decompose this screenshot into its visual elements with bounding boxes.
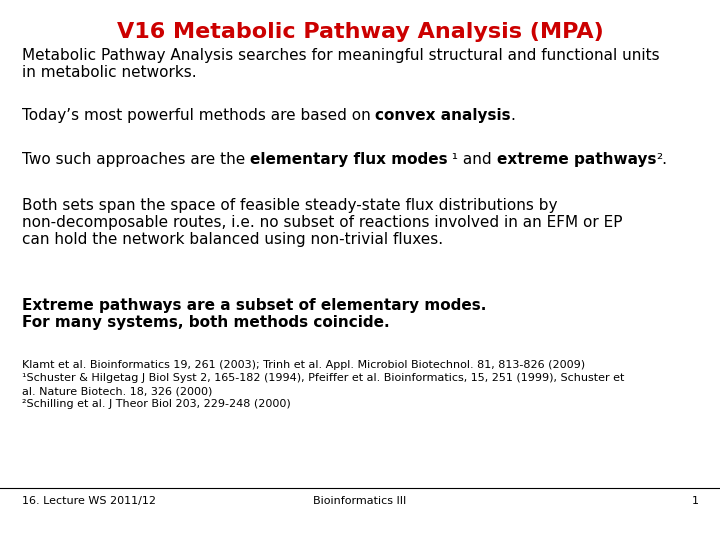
Text: non-decomposable routes, i.e. no subset of reactions involved in an EFM or EP: non-decomposable routes, i.e. no subset … bbox=[22, 215, 622, 230]
Text: Two such approaches are the: Two such approaches are the bbox=[22, 152, 250, 167]
Text: can hold the network balanced using non-trivial fluxes.: can hold the network balanced using non-… bbox=[22, 232, 443, 247]
Text: Bioinformatics III: Bioinformatics III bbox=[313, 496, 407, 506]
Text: Klamt et al. Bioinformatics 19, 261 (2003); Trinh et al. Appl. Microbiol Biotech: Klamt et al. Bioinformatics 19, 261 (200… bbox=[22, 360, 585, 370]
Text: ²Schilling et al. J Theor Biol 203, 229-248 (2000): ²Schilling et al. J Theor Biol 203, 229-… bbox=[22, 399, 290, 409]
Text: 1: 1 bbox=[691, 496, 698, 506]
Text: Extreme pathways are a subset of elementary modes.: Extreme pathways are a subset of element… bbox=[22, 298, 486, 313]
Text: 16. Lecture WS 2011/12: 16. Lecture WS 2011/12 bbox=[22, 496, 156, 506]
Text: Both sets span the space of feasible steady-state flux distributions by: Both sets span the space of feasible ste… bbox=[22, 198, 557, 213]
Text: ².: ². bbox=[657, 152, 667, 167]
Text: al. Nature Biotech. 18, 326 (2000): al. Nature Biotech. 18, 326 (2000) bbox=[22, 386, 212, 396]
Text: V16 Metabolic Pathway Analysis (MPA): V16 Metabolic Pathway Analysis (MPA) bbox=[117, 22, 603, 42]
Text: ¹ and: ¹ and bbox=[447, 152, 497, 167]
Text: in metabolic networks.: in metabolic networks. bbox=[22, 65, 197, 80]
Text: convex analysis: convex analysis bbox=[375, 108, 511, 123]
Text: elementary flux modes: elementary flux modes bbox=[250, 152, 447, 167]
Text: For many systems, both methods coincide.: For many systems, both methods coincide. bbox=[22, 315, 390, 330]
Text: extreme pathways: extreme pathways bbox=[497, 152, 657, 167]
Text: ¹Schuster & Hilgetag J Biol Syst 2, 165-182 (1994), Pfeiffer et al. Bioinformati: ¹Schuster & Hilgetag J Biol Syst 2, 165-… bbox=[22, 373, 624, 383]
Text: Metabolic Pathway Analysis searches for meaningful structural and functional uni: Metabolic Pathway Analysis searches for … bbox=[22, 48, 660, 63]
Text: .: . bbox=[511, 108, 516, 123]
Text: Today’s most powerful methods are based on: Today’s most powerful methods are based … bbox=[22, 108, 375, 123]
